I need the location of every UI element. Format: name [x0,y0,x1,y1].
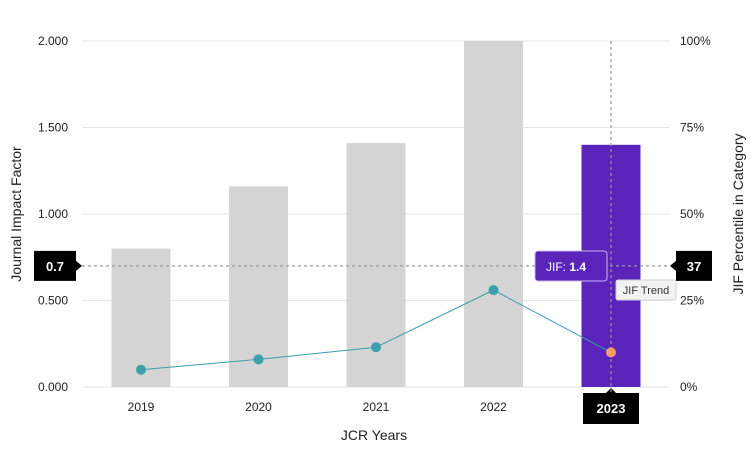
jif-tooltip-label: JIF: [546,260,569,274]
y-axis-right-title: JIF Percentile in Category [730,133,746,294]
y-right-tick-label: 0% [680,380,698,394]
x-tick-highlight-box [583,393,639,424]
crosshair-right-value: 37 [687,259,701,274]
percentile-point[interactable] [136,364,146,375]
y-right-tick-label: 25% [680,294,704,308]
y-right-tick-label: 100% [680,34,711,48]
jif-trend-tooltip: JIF Trend [615,279,677,301]
y-tick-label: 0.000 [38,380,68,394]
bar[interactable] [229,186,288,387]
bar[interactable] [464,41,523,387]
x-tick-label: 2022 [480,400,507,414]
percentile-point[interactable] [371,342,381,353]
y-right-tick-label: 75% [680,121,704,135]
crosshair-right-label: 37 [670,250,712,281]
tooltips: JIF: 1.4 JIF Trend [534,250,677,301]
y-right-tick-label: 50% [680,207,704,221]
percentile-point[interactable] [253,354,264,365]
y-axis-title: Journal Impact Factor [8,146,24,282]
jif-tooltip-box [534,250,608,282]
y-tick-label: 0.500 [38,294,68,308]
y-tick-label: 2.000 [38,34,68,48]
x-axis-title: JCR Years [341,427,407,443]
crosshair-left-pointer [76,260,82,271]
bar[interactable] [111,248,171,387]
percentile-line [136,285,616,375]
percentile-point[interactable] [488,285,499,296]
y-tick-label: 1.500 [38,121,68,135]
crosshair-left-value: 0.7 [46,259,64,274]
x-tick-label: 2020 [245,400,272,414]
y-axis-right-ticks: 0% 25% 50% 75% 100% [680,34,711,394]
jif-tooltip: JIF: 1.4 [534,250,608,282]
crosshair-right-pointer [670,260,676,271]
x-tick-highlight: 2023 [583,388,639,424]
x-tick-label: 2019 [128,400,155,414]
jif-tooltip-value: 1.4 [569,260,586,274]
x-tick-label: 2021 [363,400,390,414]
y-tick-label: 1.000 [38,207,68,221]
y-axis-left-ticks: 0.000 0.500 1.000 1.500 2.000 [38,34,68,394]
crosshair-left-label: 0.7 [34,250,82,281]
crosshair: 0.7 37 [34,41,712,393]
percentile-point-highlight[interactable] [606,347,616,358]
crosshair-right-box [676,250,712,281]
x-axis-ticks: 2019 2020 2021 2022 2023 [128,388,639,424]
jif-trend-box [615,279,677,301]
jif-tooltip-text: JIF: 1.4 [546,260,586,274]
jif-trend-label: JIF Trend [623,285,669,297]
x-tick-label: 2023 [597,401,626,416]
crosshair-left-box [34,250,76,281]
